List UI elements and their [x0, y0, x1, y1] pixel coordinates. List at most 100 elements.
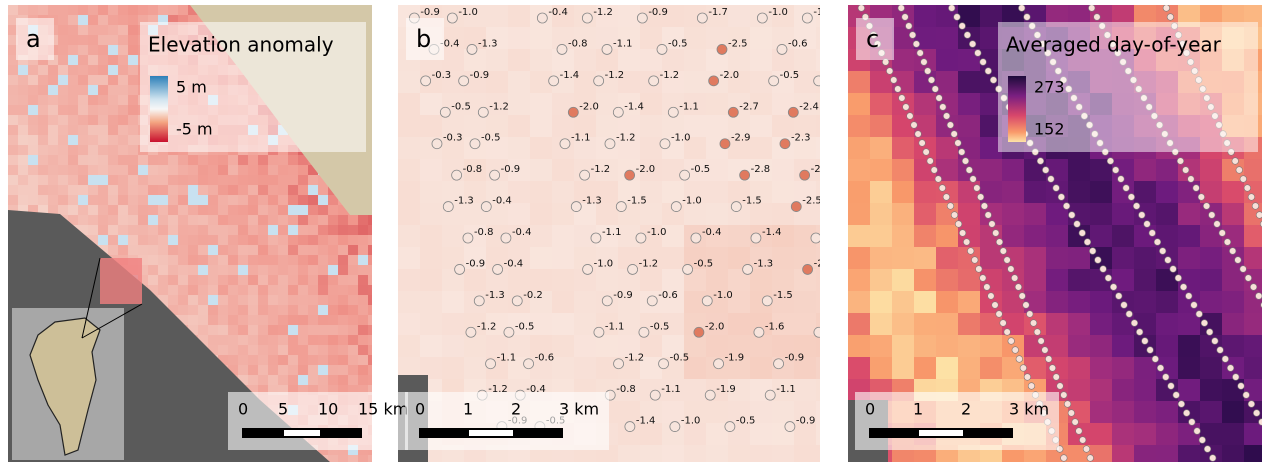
- elevation-cell: [88, 115, 98, 125]
- elevation-cell: [38, 125, 48, 135]
- elevation-cell: [794, 379, 816, 401]
- point: [784, 421, 796, 432]
- elevation-cell: [278, 355, 288, 365]
- elevation-cell: [662, 291, 684, 313]
- elevation-cell: [148, 175, 158, 185]
- doy-cell: [958, 137, 980, 159]
- elevation-cell: [750, 423, 772, 445]
- elevation-cell: [218, 295, 228, 305]
- elevation-cell: [358, 265, 368, 275]
- doy-cell: [958, 71, 980, 93]
- doy-cell: [1046, 181, 1068, 203]
- elevation-cell: [596, 49, 618, 71]
- track-point: [1083, 238, 1092, 246]
- elevation-cell: [108, 155, 118, 165]
- point: [696, 12, 708, 24]
- elevation-cell: [18, 185, 28, 195]
- point: [601, 44, 613, 55]
- elevation-cell: [118, 245, 128, 255]
- elevation-cell: [268, 375, 278, 385]
- doy-cell: [1112, 247, 1134, 269]
- elevation-cell: [486, 115, 508, 137]
- elevation-cell: [268, 185, 278, 195]
- track-point: [1203, 445, 1212, 453]
- doy-cell: [958, 357, 980, 379]
- elevation-cell: [338, 205, 348, 215]
- elevation-cell: [188, 175, 198, 185]
- elevation-cell: [442, 137, 464, 159]
- label-box: [406, 18, 444, 60]
- elevation-cell: [128, 165, 138, 175]
- elevation-cell: [108, 45, 118, 55]
- elevation-cell: [398, 357, 420, 379]
- doy-cell: [848, 247, 870, 269]
- elevation-cell: [298, 205, 308, 215]
- doy-cell: [1068, 401, 1090, 423]
- elevation-cell: [308, 205, 318, 215]
- elevation-cell: [328, 225, 338, 235]
- elevation-cell: [816, 203, 820, 225]
- point: [779, 138, 791, 150]
- doy-cell: [1112, 357, 1134, 379]
- doy-cell: [892, 247, 914, 269]
- track-point: [1255, 292, 1262, 300]
- elevation-cell: [258, 185, 268, 195]
- elevation-cell: [530, 357, 552, 379]
- elevation-cell: [178, 275, 188, 285]
- elevation-cell: [238, 295, 248, 305]
- elevation-cell: [228, 325, 238, 335]
- doy-cell: [848, 357, 870, 379]
- doy-cell: [980, 115, 1002, 137]
- point-label: -1.2: [625, 353, 645, 364]
- track-point: [975, 265, 983, 273]
- panel-label: b: [416, 25, 431, 53]
- elevation-cell: [308, 305, 318, 315]
- track-point: [1197, 193, 1205, 201]
- elevation-cell: [188, 235, 198, 245]
- elevation-cell: [178, 255, 188, 265]
- elevation-cell: [248, 205, 258, 215]
- elevation-cell: [188, 315, 198, 325]
- elevation-cell: [58, 35, 68, 45]
- doy-cell: [848, 71, 870, 93]
- elevation-cell: [308, 225, 318, 235]
- elevation-cell: [318, 385, 328, 395]
- elevation-cell: [58, 5, 68, 15]
- elevation-cell: [298, 275, 308, 285]
- elevation-cell: [198, 265, 208, 275]
- elevation-cell: [138, 15, 148, 25]
- elevation-cell: [78, 85, 88, 95]
- elevation-cell: [28, 85, 38, 95]
- elevation-cell: [640, 49, 662, 71]
- track-point: [974, 49, 982, 57]
- elevation-cell: [58, 115, 68, 125]
- doy-cell: [1200, 401, 1222, 423]
- track-point: [969, 175, 977, 183]
- point-label: -1.2: [488, 384, 508, 395]
- elevation-cell: [750, 269, 772, 291]
- elevation-cell: [486, 335, 508, 357]
- elevation-cell: [684, 49, 706, 71]
- elevation-cell: [208, 225, 218, 235]
- elevation-cell: [178, 285, 188, 295]
- elevation-cell: [794, 401, 816, 423]
- elevation-cell: [248, 345, 258, 355]
- doy-cell: [1068, 5, 1090, 27]
- elevation-cell: [706, 313, 728, 335]
- elevation-cell: [618, 181, 640, 203]
- point: [756, 12, 768, 24]
- elevation-cell: [78, 205, 88, 215]
- elevation-cell: [552, 49, 574, 71]
- track-point: [1060, 391, 1068, 399]
- colorbar: [1008, 76, 1026, 142]
- elevation-cell: [38, 175, 48, 185]
- elevation-cell: [188, 205, 198, 215]
- elevation-cell: [318, 355, 328, 365]
- elevation-cell: [618, 49, 640, 71]
- elevation-cell: [148, 235, 158, 245]
- elevation-cell: [88, 85, 98, 95]
- elevation-cell: [208, 185, 218, 195]
- elevation-cell: [596, 247, 618, 269]
- elevation-cell: [288, 155, 298, 165]
- point-label: -1.2: [616, 133, 636, 144]
